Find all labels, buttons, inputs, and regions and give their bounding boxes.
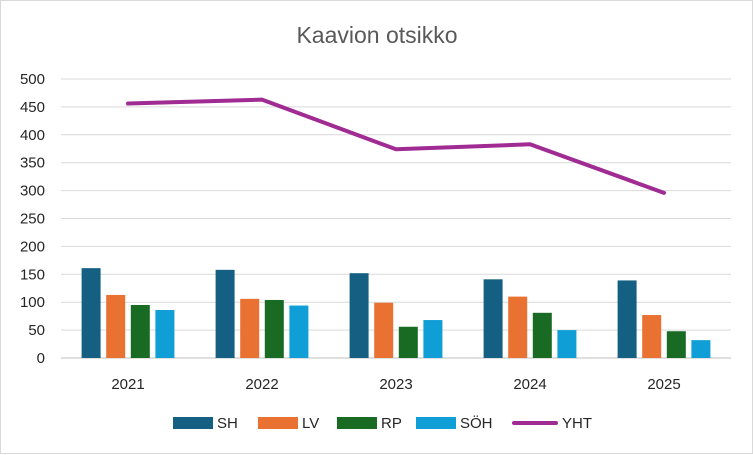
legend-label: YHT — [562, 415, 592, 432]
y-tick-label: 300 — [20, 183, 45, 200]
x-tick-label: 2024 — [513, 376, 546, 393]
y-tick-label: 150 — [20, 266, 45, 283]
bar-rp-2022 — [264, 299, 284, 358]
legend-item-rp: RP — [337, 415, 402, 432]
legend: SH LV RP SÖH YHT — [173, 414, 592, 432]
y-tick-label: 500 — [20, 71, 45, 88]
legend-item-lv: LV — [258, 415, 319, 432]
bar-rp-2024 — [532, 312, 552, 358]
legend-label: SH — [217, 415, 238, 432]
legend-swatch-sh — [173, 417, 213, 429]
y-tick-label: 50 — [28, 322, 45, 339]
y-tick-label: 450 — [20, 99, 45, 116]
y-tick-label: 400 — [20, 127, 45, 144]
bar-lv-2022 — [240, 298, 260, 358]
legend-label: SÖH — [460, 414, 493, 432]
series-lv — [106, 294, 662, 358]
bar-sh-2025 — [617, 280, 637, 358]
legend-item-yht: YHT — [512, 415, 592, 432]
series-söh — [155, 305, 711, 358]
legend-item-sh: SH — [173, 415, 238, 432]
line-yht — [126, 97, 666, 195]
legend-swatch-rp — [337, 417, 377, 429]
x-tick-label: 2022 — [245, 376, 278, 393]
bar-rp-2023 — [398, 326, 418, 358]
y-tick-label: 200 — [20, 238, 45, 255]
y-tick-label: 350 — [20, 155, 45, 172]
bar-sh-2024 — [483, 279, 503, 358]
x-tick-label: 2023 — [379, 376, 412, 393]
bar-sh-2021 — [81, 268, 101, 358]
bar-söh-2023 — [423, 320, 443, 358]
line-series — [126, 97, 666, 195]
bar-lv-2023 — [374, 302, 394, 358]
bar-lv-2024 — [508, 296, 528, 358]
legend-swatch-lv — [258, 417, 298, 429]
legend-label: LV — [302, 415, 319, 432]
chart-title: Kaavion otsikko — [296, 22, 457, 48]
legend-label: RP — [381, 415, 402, 432]
legend-item-söh: SÖH — [416, 414, 493, 432]
x-tick-label: 2025 — [647, 376, 680, 393]
y-axis-tick-labels: 0 50 100 150 200 250 300 350 400 450 500 — [20, 71, 45, 367]
bar-söh-2025 — [691, 340, 711, 358]
series-rp — [130, 299, 686, 358]
bar-rp-2021 — [130, 304, 150, 358]
bar-söh-2021 — [155, 310, 175, 358]
bar-söh-2024 — [557, 330, 577, 358]
bar-söh-2022 — [289, 305, 309, 358]
bar-series — [81, 268, 711, 358]
y-tick-label: 100 — [20, 294, 45, 311]
y-tick-label: 0 — [37, 350, 45, 367]
y-tick-label: 250 — [20, 211, 45, 228]
bar-sh-2022 — [215, 269, 235, 358]
x-tick-label: 2021 — [111, 376, 144, 393]
legend-swatch-söh — [416, 417, 456, 429]
bar-lv-2021 — [106, 294, 126, 358]
bar-sh-2023 — [349, 273, 369, 358]
bar-lv-2025 — [642, 315, 662, 358]
x-axis-tick-labels: 2021 2022 2023 2024 2025 — [111, 376, 680, 393]
series-sh — [81, 268, 637, 358]
bar-rp-2025 — [666, 331, 686, 358]
